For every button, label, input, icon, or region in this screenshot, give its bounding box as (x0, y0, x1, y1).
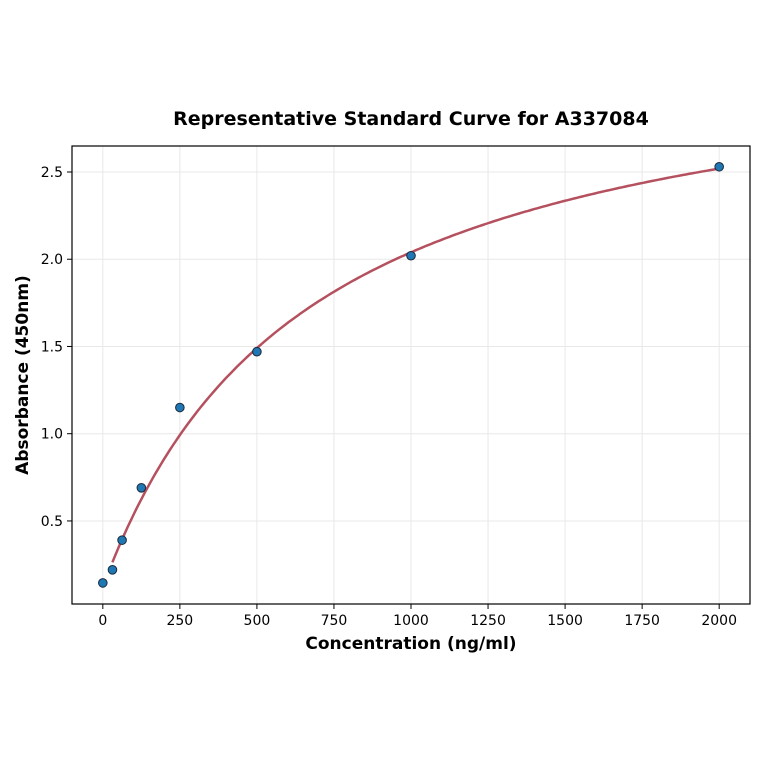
x-axis-label: Concentration (ng/ml) (305, 634, 516, 654)
y-tick-label: 1.0 (41, 427, 63, 443)
data-point (714, 161, 724, 172)
y-axis-label: Absorbance (450nm) (13, 275, 33, 475)
y-tick-label: 0.5 (41, 514, 63, 530)
x-tick-label: 250 (166, 613, 193, 629)
x-tick-label: 1250 (470, 613, 506, 629)
x-tick-label: 2000 (701, 613, 737, 629)
y-tick-label: 1.5 (41, 339, 63, 355)
x-tick-label: 500 (244, 613, 271, 629)
data-point (175, 402, 185, 413)
data-point (98, 578, 108, 588)
data-points (98, 161, 724, 588)
x-tick-label: 750 (321, 613, 348, 629)
y-tick-label: 2.5 (41, 165, 63, 181)
data-point (117, 535, 127, 545)
x-tick-label: 1500 (547, 613, 583, 629)
data-point (136, 482, 147, 493)
x-tick-label: 1000 (393, 613, 429, 629)
data-point (252, 346, 262, 357)
data-point (406, 250, 416, 261)
x-tick-label: 1750 (624, 613, 660, 629)
x-tick-label: 0 (98, 613, 107, 629)
data-point (107, 565, 118, 575)
y-tick-label: 2.0 (41, 252, 63, 268)
y-ticks: 0.5 1.0 1.5 2.0 2.5 (41, 165, 72, 530)
chart-title: Representative Standard Curve for A33708… (173, 108, 649, 130)
x-ticks: 0 250 500 750 1000 1250 1500 1750 2000 (98, 604, 737, 629)
grid (72, 146, 750, 604)
fit-curve (111, 167, 720, 563)
